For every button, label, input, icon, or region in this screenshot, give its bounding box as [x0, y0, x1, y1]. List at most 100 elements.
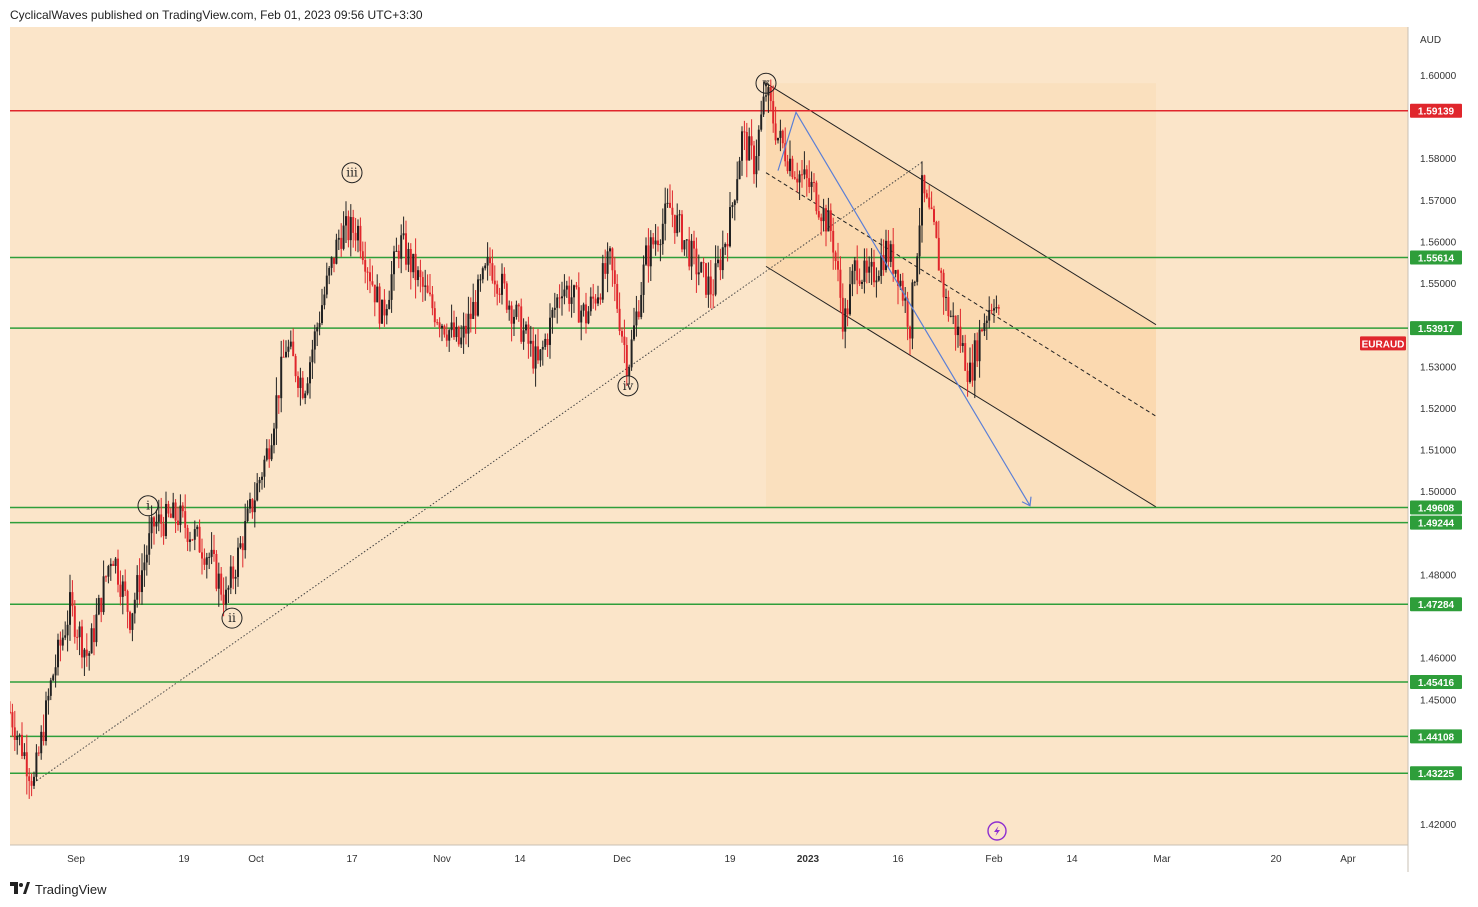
candle-226 — [551, 307, 554, 334]
candle-129 — [318, 311, 321, 336]
candle-body — [265, 448, 268, 460]
levels-layer — [10, 109, 1408, 774]
candle-body — [719, 259, 722, 271]
candle-243 — [592, 283, 595, 309]
time-axis[interactable]: Sep 19 Oct 17 Nov 14 Dec 19 2023 16 Feb 14 Mar 20 Apr — [67, 854, 1356, 865]
candle-217 — [529, 325, 532, 357]
candle-body — [570, 297, 573, 304]
candle-body — [131, 613, 134, 630]
candle-114 — [282, 339, 285, 358]
candle-body — [870, 261, 873, 267]
candle-body — [143, 562, 146, 571]
candle-body — [397, 250, 400, 259]
level-tag-text: 1.49244 — [1418, 519, 1455, 530]
candle-body — [685, 239, 688, 241]
candle-303 — [736, 161, 739, 204]
candle-100 — [249, 492, 251, 514]
candle-body — [553, 307, 556, 310]
price-axis[interactable]: 1.60000 1.58000 1.57000 1.56000 1.55000 1.530… — [1420, 71, 1457, 831]
candle-328 — [796, 162, 799, 193]
time-tick-label-6: Dec — [613, 854, 631, 865]
candle-225 — [549, 303, 551, 359]
candle-body — [407, 248, 410, 265]
candle-391 — [947, 290, 950, 322]
candle-392 — [949, 310, 952, 318]
candle-body — [83, 649, 86, 658]
candle-body — [304, 393, 307, 398]
candle-body — [503, 273, 506, 284]
candle-48 — [124, 569, 127, 597]
candle-body — [263, 459, 266, 477]
candle-body — [534, 346, 537, 369]
candle-262 — [637, 300, 640, 320]
candle-132 — [325, 262, 328, 299]
candle-288 — [700, 261, 703, 273]
candle-body — [119, 584, 122, 597]
candle-188 — [460, 325, 463, 348]
candle-336 — [815, 180, 818, 215]
candle-139 — [342, 211, 345, 251]
candle-94 — [234, 569, 237, 595]
candle-body — [541, 346, 544, 350]
candle-body — [249, 499, 251, 509]
candle-body — [676, 215, 679, 234]
candle-body — [141, 570, 143, 593]
candles-layer — [10, 79, 1000, 799]
candle-26 — [71, 580, 74, 617]
candle-108 — [268, 439, 271, 468]
candle-body — [868, 266, 871, 273]
candle-357 — [865, 248, 868, 284]
candle-body — [515, 304, 518, 317]
level-tags: 1.59139 1.55614 1.53917 1.49608 1.49244 1.472… — [1360, 103, 1462, 781]
candle-body — [289, 341, 292, 347]
candle-276 — [671, 190, 674, 228]
candle-body — [335, 239, 338, 264]
price-tick-label-9: 1.48000 — [1420, 570, 1457, 581]
candle-body — [493, 280, 496, 285]
candle-62 — [157, 499, 160, 532]
candle-117 — [289, 330, 292, 350]
candle-body — [71, 592, 74, 607]
candle-93 — [232, 556, 235, 590]
candle-324 — [786, 154, 789, 174]
candle-278 — [676, 203, 679, 237]
candle-body — [599, 297, 602, 300]
candle-61 — [155, 509, 158, 534]
candle-43 — [112, 560, 115, 566]
candle-348 — [844, 298, 847, 349]
symbol-tag-text: EURAUD — [1362, 339, 1405, 350]
candle-body — [621, 330, 623, 337]
candle-body — [825, 208, 827, 232]
candle-172 — [421, 271, 424, 302]
candle-body — [961, 343, 964, 346]
price-tick-label-3: 1.56000 — [1420, 237, 1457, 248]
candle-body — [841, 297, 844, 332]
candle-body — [700, 262, 703, 273]
candle-85 — [213, 534, 215, 562]
candle-body — [496, 284, 499, 294]
candle-145 — [357, 219, 359, 253]
candle-218 — [532, 327, 535, 374]
wave-label-i: i — [137, 495, 159, 517]
wave-circle — [341, 162, 363, 184]
candle-264 — [642, 255, 645, 313]
candle-body — [47, 695, 50, 701]
candle-body — [573, 285, 575, 298]
candle-19 — [54, 654, 57, 688]
candle-body — [150, 517, 153, 534]
footer-brand[interactable]: TradingView — [10, 881, 107, 897]
candle-39 — [102, 560, 105, 615]
candle-body — [645, 245, 647, 265]
candle-body — [978, 329, 981, 362]
candle-10 — [33, 771, 35, 790]
candle-body — [897, 270, 899, 286]
candle-141 — [347, 210, 350, 248]
candle-204 — [498, 287, 501, 303]
lightning-icon[interactable] — [987, 821, 1007, 841]
price-tick-label-7: 1.51000 — [1420, 446, 1457, 457]
candle-body — [102, 576, 105, 613]
candle-126 — [311, 339, 314, 379]
candle-96 — [239, 536, 242, 550]
candle-body — [49, 680, 52, 696]
